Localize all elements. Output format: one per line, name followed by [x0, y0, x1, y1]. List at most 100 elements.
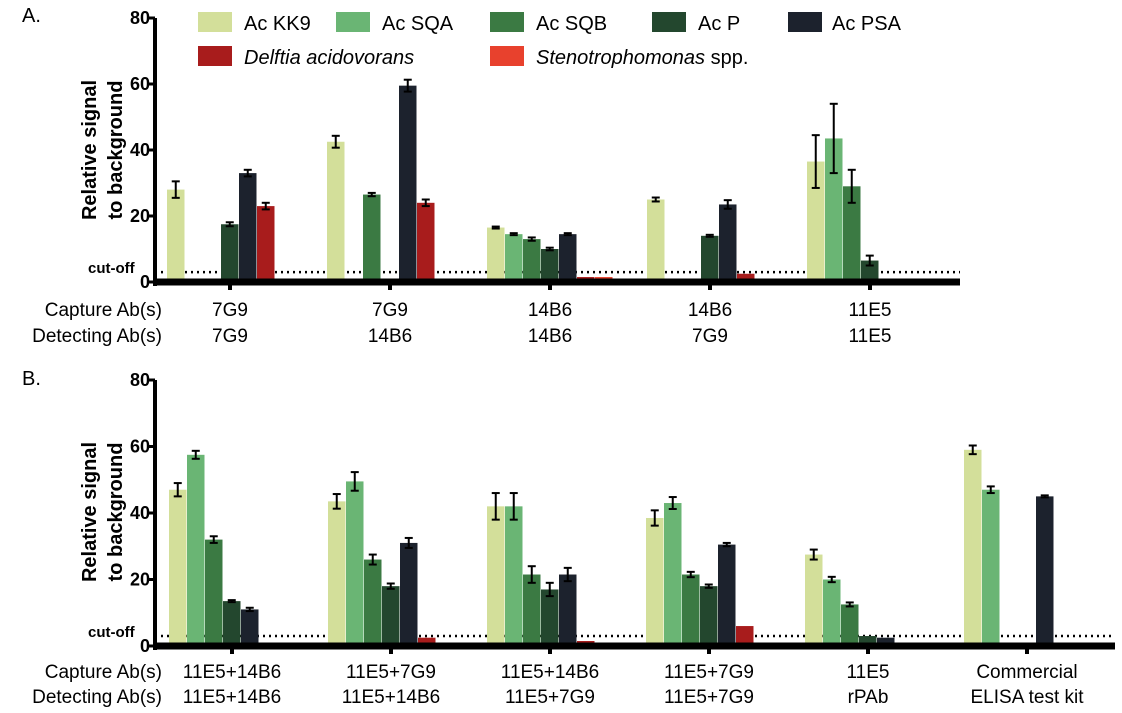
bar-kk9: [327, 141, 345, 282]
x-label-capture: 14B6: [688, 300, 732, 321]
legend-swatch-kk9: [198, 12, 232, 32]
bar-psa: [1036, 496, 1054, 646]
bar-sqa: [505, 506, 523, 646]
bar-sqb: [682, 574, 700, 646]
bar-sqb: [523, 239, 541, 282]
bar-group: [807, 102, 933, 282]
y-axis-title-line2: to background: [105, 443, 127, 582]
x-label-detecting: 14B6: [368, 326, 412, 347]
bar-sqb: [841, 604, 859, 646]
bar-delftia: [736, 626, 754, 646]
bar-p: [541, 249, 559, 282]
x-label-capture: Commercial: [976, 662, 1077, 683]
bar-group: [327, 78, 435, 283]
x-label-capture: 7G9: [212, 300, 248, 321]
bar-sqb: [843, 186, 861, 282]
legend: Ac KK9 Ac SQA Ac SQB Ac P Ac PSA Delftia…: [198, 12, 902, 69]
bar-sqa: [664, 503, 682, 646]
bar-p: [221, 224, 239, 282]
bar-p: [861, 260, 879, 282]
y-tick-label: 80: [130, 370, 150, 390]
bar-group: [647, 196, 773, 282]
bar-psa: [239, 173, 257, 282]
x-label-detecting: 11E5+14B6: [342, 687, 440, 708]
y-tick-label: 20: [130, 206, 150, 226]
y-tick-label: 80: [130, 8, 150, 28]
panel-label: A.: [22, 5, 41, 27]
x-label-detecting: ELISA test kit: [971, 687, 1085, 708]
legend-swatch-sqb: [490, 12, 524, 32]
legend-swatch-steno: [490, 46, 524, 66]
bar-psa: [241, 609, 259, 646]
legend-label-delftia: Delftia acidovorans: [244, 47, 414, 69]
bar-psa: [559, 234, 577, 282]
bar-group: [169, 449, 295, 646]
bar-kk9: [647, 199, 665, 282]
y-axis-title-line1: Relative signal: [79, 80, 101, 220]
y-tick-label: 60: [130, 437, 150, 457]
bar-sqb: [364, 559, 382, 646]
legend-label-p: Ac P: [698, 13, 740, 35]
legend-label-psa: Ac PSA: [832, 13, 902, 35]
legend-swatch-sqa: [336, 12, 370, 32]
legend-label-steno-suffix: spp.: [705, 47, 748, 69]
panel-label: B.: [22, 368, 41, 390]
bar-delftia: [417, 202, 435, 282]
cutoff-label: cut-off: [88, 260, 136, 277]
bar-kk9: [646, 517, 664, 646]
legend-swatch-psa: [788, 12, 822, 32]
bar-kk9: [328, 501, 346, 646]
bar-sqa: [505, 234, 523, 282]
x-label-detecting: 11E5+7G9: [505, 687, 595, 708]
x-label-capture: 11E5: [849, 300, 892, 321]
bar-sqa: [187, 454, 205, 646]
legend-item-sqa: Ac SQA: [336, 12, 454, 35]
cutoff-label: cut-off: [88, 624, 136, 641]
bar-p: [700, 586, 718, 646]
y-axis-title-line2: to background: [105, 81, 127, 220]
bar-group: [328, 471, 454, 646]
bar-group: [646, 496, 772, 646]
bar-p: [223, 601, 241, 646]
x-label-capture: 11E5+7G9: [346, 662, 436, 683]
x-label-capture: 11E5+14B6: [501, 662, 599, 683]
bar-p: [382, 586, 400, 646]
y-tick-label: 40: [130, 503, 150, 523]
bar-delftia: [737, 273, 755, 282]
legend-item-steno: Stenotrophomonas spp.: [490, 46, 748, 69]
bar-sqb: [523, 574, 541, 646]
bar-psa: [719, 204, 737, 282]
bar-kk9: [169, 489, 187, 646]
y-tick-label: 0: [140, 272, 150, 292]
legend-item-delftia: Delftia acidovorans: [198, 46, 414, 69]
y-tick-label: 40: [130, 140, 150, 160]
bar-sqa: [982, 489, 1000, 646]
y-axis-title-line1: Relative signal: [79, 442, 101, 582]
bar-kk9: [805, 554, 823, 646]
legend-swatch-p: [652, 12, 686, 32]
detecting-row-label: Detecting Ab(s): [32, 326, 162, 347]
legend-item-psa: Ac PSA: [788, 12, 902, 35]
bar-sqb: [363, 194, 381, 282]
legend-item-sqb: Ac SQB: [490, 12, 607, 35]
legend-label-sqa: Ac SQA: [382, 13, 454, 35]
bar-kk9: [167, 189, 185, 282]
bar-sqb: [205, 539, 223, 646]
legend-label-sqb: Ac SQB: [536, 13, 607, 35]
detecting-row-label: Detecting Ab(s): [32, 687, 162, 708]
bar-delftia: [418, 637, 436, 646]
legend-label-steno-italic: Stenotrophomonas: [536, 47, 705, 69]
bar-delftia: [257, 206, 275, 282]
bar-sqa: [346, 481, 364, 646]
legend-item-kk9: Ac KK9: [198, 12, 311, 35]
bar-group: [964, 444, 1090, 646]
x-label-detecting: 11E5+7G9: [664, 687, 754, 708]
bar-psa: [559, 574, 577, 646]
bar-group: [487, 492, 613, 646]
bar-group: [487, 225, 613, 282]
bar-psa: [400, 542, 418, 646]
legend-swatch-delftia: [198, 46, 232, 66]
